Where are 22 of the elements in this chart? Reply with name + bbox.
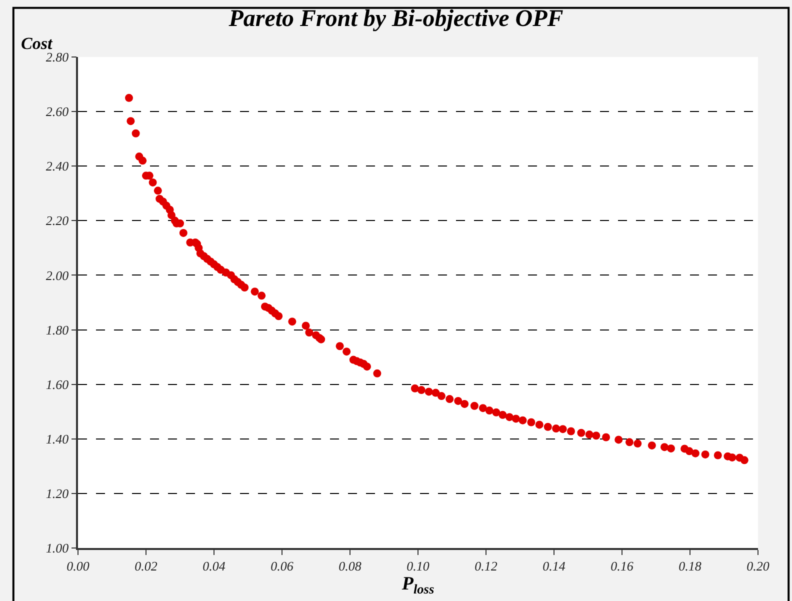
- chart-title: Pareto Front by Bi-objective OPF: [228, 6, 564, 32]
- x-tick-label: 0.20: [746, 558, 770, 574]
- x-tick-label: 0.08: [338, 558, 362, 574]
- y-tick-label: 1.60: [46, 376, 70, 392]
- x-tick-label: 0.16: [610, 558, 634, 574]
- x-tick-label: 0.06: [270, 558, 294, 574]
- x-tick-label: 0.12: [474, 558, 498, 574]
- y-tick-label: 1.00: [46, 540, 70, 556]
- x-tick-label: 0.10: [406, 558, 430, 574]
- y-tick-label: 2.40: [46, 158, 70, 174]
- y-tick-label: 1.40: [46, 431, 70, 446]
- y-tick-label: 1.20: [46, 486, 70, 501]
- x-tick-label: 0.18: [678, 558, 702, 574]
- x-axis-title: P$_{loss}$: [400, 573, 434, 596]
- y-tick-label: 2.60: [46, 104, 70, 120]
- x-tick-label: 0.14: [542, 558, 566, 574]
- y-tick-label: 2.00: [46, 268, 70, 283]
- x-tick-label: 0.04: [202, 558, 226, 574]
- y-tick-label: 2.20: [46, 213, 70, 228]
- x-tick-label: 0.02: [134, 558, 158, 574]
- y-tick-label: 1.80: [46, 322, 70, 338]
- x-tick-label: 0.00: [66, 558, 90, 574]
